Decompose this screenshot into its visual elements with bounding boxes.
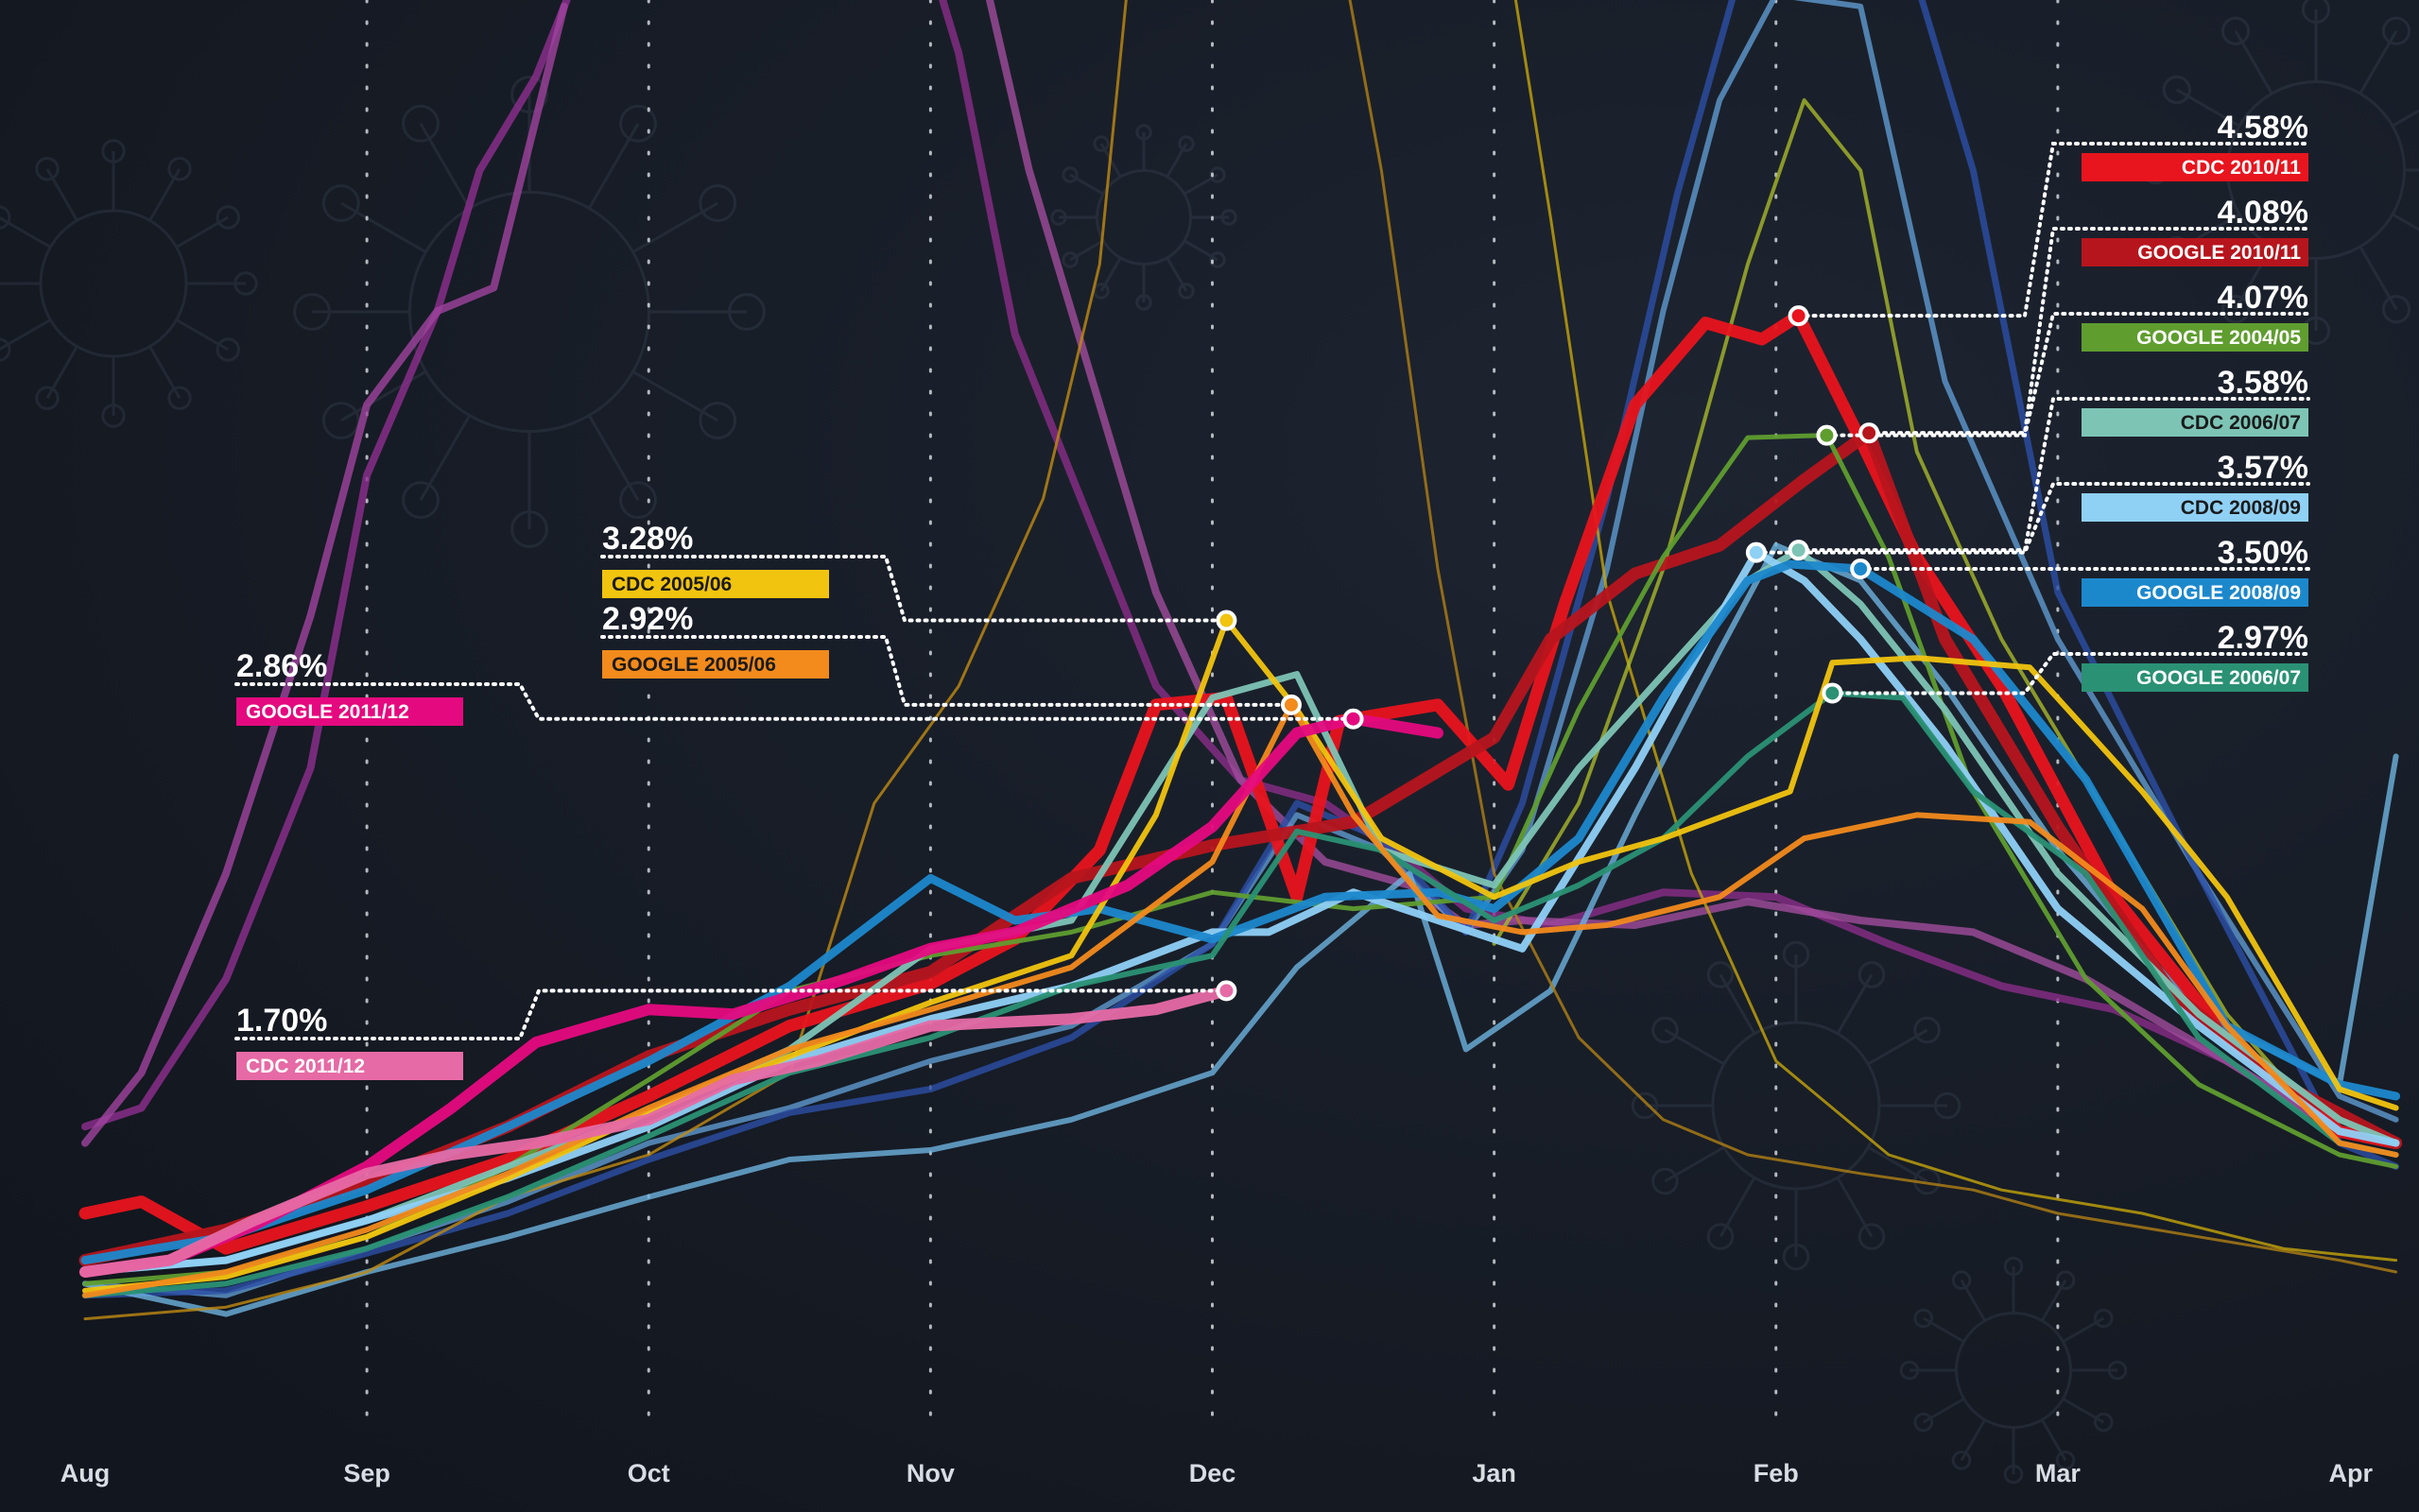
peak-value-cdc-2006-07: 3.58% bbox=[2218, 365, 2308, 401]
tag-label-google-2006-07: GOOGLE 2006/07 bbox=[2136, 667, 2301, 689]
month-label-nov: Nov bbox=[907, 1459, 955, 1487]
month-label-sep: Sep bbox=[343, 1459, 390, 1487]
peak-value-cdc-2008-09: 3.57% bbox=[2218, 450, 2308, 486]
series-line-unlabelled-11 bbox=[81, 0, 571, 1131]
peak-value-google-2004-05: 4.07% bbox=[2218, 280, 2308, 316]
series-line-unlabelled-19 bbox=[1348, 0, 2398, 1274]
peak-marker-google-2005-06 bbox=[1280, 694, 1302, 715]
peak-value-google-2011-12: 2.86% bbox=[236, 648, 327, 684]
series-line-unlabelled-20 bbox=[1513, 0, 2398, 1263]
month-label-dec: Dec bbox=[1189, 1459, 1236, 1487]
peak-value-google-2006-07: 2.97% bbox=[2218, 620, 2308, 656]
month-label-mar: Mar bbox=[2035, 1459, 2082, 1487]
month-label-jan: Jan bbox=[1472, 1459, 1516, 1487]
connector-google-2011-12 bbox=[234, 682, 1356, 721]
connector-google-2005-06 bbox=[600, 635, 1293, 707]
series-line-google-2008-09 bbox=[80, 559, 2401, 1265]
tag-google-2010-11 bbox=[2082, 238, 2308, 266]
peak-value-google-2010-11: 4.08% bbox=[2218, 195, 2308, 231]
peak-marker-cdc-2008-09 bbox=[1745, 541, 1767, 563]
virus-icon bbox=[0, 139, 258, 428]
virus-icon bbox=[1899, 1256, 2128, 1485]
series-line-google-2005-06 bbox=[82, 701, 2399, 1298]
peak-marker-google-2004-05 bbox=[1816, 424, 1838, 446]
tag-cdc-2006-07 bbox=[2082, 408, 2308, 437]
x-axis-month-labels: Aug Sep Oct Nov Dec Jan Feb Mar Apr bbox=[60, 1459, 2374, 1487]
peak-marker-google-2011-12 bbox=[1342, 708, 1364, 730]
tag-label-google-2011-12: GOOGLE 2011/12 bbox=[246, 701, 409, 723]
tag-label-cdc-2005-06: CDC 2005/06 bbox=[612, 574, 732, 595]
month-label-feb: Feb bbox=[1754, 1459, 1799, 1487]
connector-google-2010-11 bbox=[1867, 227, 2310, 436]
tag-label-cdc-2010-11: CDC 2010/11 bbox=[2182, 157, 2301, 179]
month-label-apr: Apr bbox=[2329, 1459, 2374, 1487]
peak-marker-cdc-2005-06 bbox=[1216, 610, 1237, 631]
peak-marker-google-2010-11 bbox=[1858, 422, 1880, 444]
peak-marker-google-2006-07 bbox=[1822, 682, 1843, 704]
peak-marker-google-2008-09 bbox=[1850, 558, 1872, 579]
series-line-cdc-2010-11 bbox=[78, 309, 2403, 1255]
connector-cdc-2011-12 bbox=[234, 988, 1229, 1040]
peak-markers bbox=[1216, 305, 1880, 1002]
tag-google-2005-06 bbox=[602, 650, 829, 679]
series-line-cdc-2011-12 bbox=[79, 985, 1233, 1278]
month-label-oct: Oct bbox=[628, 1459, 670, 1487]
peak-marker-cdc-2006-07 bbox=[1788, 540, 1809, 561]
tag-google-2004-05 bbox=[2082, 323, 2308, 352]
tag-cdc-2005-06 bbox=[602, 570, 829, 598]
peak-marker-cdc-2010-11 bbox=[1788, 305, 1809, 327]
series-line-unlabelled-17 bbox=[82, 542, 2399, 1317]
series-line-unlabelled-14 bbox=[985, 0, 2400, 1147]
tag-label-google-2008-09: GOOGLE 2008/09 bbox=[2136, 582, 2301, 604]
series-line-google-2006-07 bbox=[82, 690, 2399, 1298]
connector-cdc-2010-11 bbox=[1796, 142, 2310, 318]
virus-icon bbox=[1631, 940, 1961, 1271]
series-line-unlabelled-12 bbox=[81, 2, 568, 1147]
series-labels: 4.58% CDC 2010/11 4.08% GOOGLE 2010/11 4.07%… bbox=[236, 110, 2308, 1080]
peak-value-google-2005-06: 2.92% bbox=[602, 601, 693, 637]
tag-label-google-2004-05: GOOGLE 2004/05 bbox=[2136, 327, 2301, 349]
tag-label-google-2010-11: GOOGLE 2010/11 bbox=[2137, 242, 2301, 264]
peak-value-cdc-2011-12: 1.70% bbox=[236, 1003, 327, 1039]
tag-label-cdc-2006-07: CDC 2006/07 bbox=[2181, 412, 2301, 434]
connector-cdc-2006-07 bbox=[1796, 397, 2310, 553]
peak-value-cdc-2005-06: 3.28% bbox=[602, 521, 693, 557]
peak-value-google-2008-09: 3.50% bbox=[2218, 535, 2308, 571]
connector-cdc-2005-06 bbox=[600, 555, 1229, 623]
month-label-aug: Aug bbox=[60, 1459, 110, 1487]
tag-cdc-2011-12 bbox=[236, 1052, 463, 1080]
tag-label-google-2005-06: GOOGLE 2005/06 bbox=[612, 654, 776, 676]
tag-label-cdc-2011-12: CDC 2011/12 bbox=[246, 1056, 365, 1077]
connector-cdc-2008-09 bbox=[1754, 482, 2310, 555]
tag-google-2006-07 bbox=[2082, 663, 2308, 692]
tag-cdc-2010-11 bbox=[2082, 153, 2308, 181]
connector-google-2004-05 bbox=[1824, 312, 2310, 438]
peak-marker-cdc-2011-12 bbox=[1216, 980, 1237, 1002]
tag-label-cdc-2008-09: CDC 2008/09 bbox=[2181, 497, 2301, 519]
label-connectors bbox=[234, 142, 2310, 1040]
peak-value-cdc-2010-11: 4.58% bbox=[2218, 110, 2308, 146]
series-lines bbox=[78, 0, 2403, 1321]
tag-google-2011-12 bbox=[236, 697, 463, 726]
tag-google-2008-09 bbox=[2082, 578, 2308, 607]
tag-cdc-2008-09 bbox=[2082, 493, 2308, 522]
